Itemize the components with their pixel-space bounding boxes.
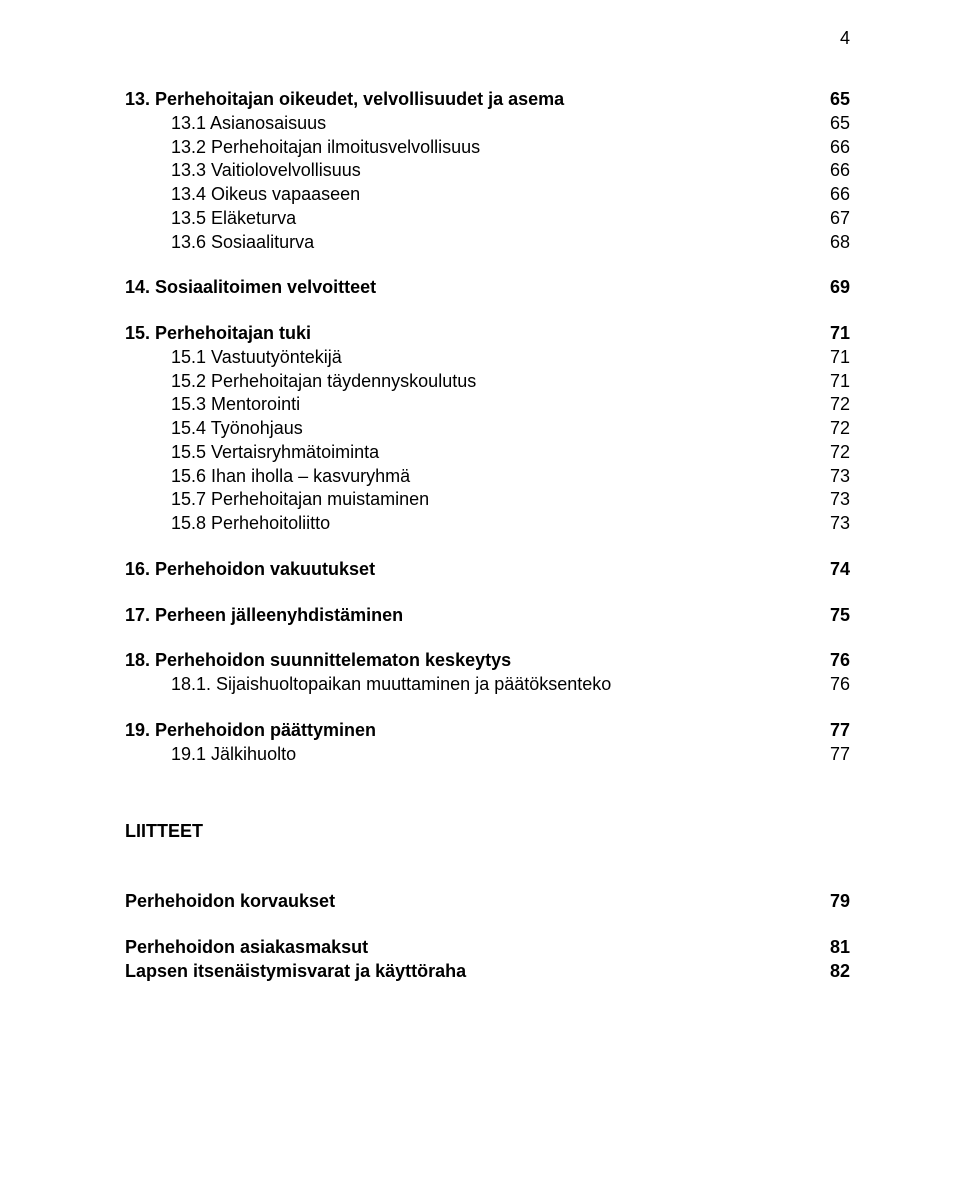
toc-label: 13.5 Eläketurva: [125, 207, 804, 231]
toc-label: 15.3 Mentorointi: [125, 393, 804, 417]
toc-label: 15.4 Työnohjaus: [125, 417, 804, 441]
toc-row: 14. Sosiaalitoimen velvoitteet69: [125, 276, 850, 300]
toc-label: 13. Perhehoitajan oikeudet, velvollisuud…: [125, 88, 804, 112]
toc-label: 15.7 Perhehoitajan muistaminen: [125, 488, 804, 512]
toc-label: 18. Perhehoidon suunnittelematon keskeyt…: [125, 649, 804, 673]
toc-row: 13.1 Asianosaisuus65: [125, 112, 850, 136]
attachment-page-num: 79: [804, 890, 850, 914]
toc-block: 17. Perheen jälleenyhdistäminen75: [125, 604, 850, 628]
toc-block: 16. Perhehoidon vakuutukset74: [125, 558, 850, 582]
attachment-label: Lapsen itsenäistymisvarat ja käyttöraha: [125, 960, 804, 984]
toc-page-num: 69: [804, 276, 850, 300]
toc-page-num: 72: [804, 393, 850, 417]
toc-label: 18.1. Sijaishuoltopaikan muuttaminen ja …: [125, 673, 804, 697]
toc-page-num: 67: [804, 207, 850, 231]
toc-row: 13.3 Vaitiolovelvollisuus66: [125, 159, 850, 183]
attachment-page-num: 82: [804, 960, 850, 984]
toc-page-num: 73: [804, 488, 850, 512]
toc-page-num: 76: [804, 673, 850, 697]
toc-page-num: 65: [804, 112, 850, 136]
attachment-row: Perhehoidon korvaukset79: [125, 890, 850, 914]
toc-label: 15.8 Perhehoitoliitto: [125, 512, 804, 536]
toc-row: 18. Perhehoidon suunnittelematon keskeyt…: [125, 649, 850, 673]
toc-block: 19. Perhehoidon päättyminen7719.1 Jälkih…: [125, 719, 850, 767]
toc-page-num: 66: [804, 183, 850, 207]
toc-block: 14. Sosiaalitoimen velvoitteet69: [125, 276, 850, 300]
toc-row: 19. Perhehoidon päättyminen77: [125, 719, 850, 743]
toc-row: 19.1 Jälkihuolto77: [125, 743, 850, 767]
attachment-label: Perhehoidon korvaukset: [125, 890, 804, 914]
toc-label: 16. Perhehoidon vakuutukset: [125, 558, 804, 582]
toc-page-num: 75: [804, 604, 850, 628]
toc-row: 15. Perhehoitajan tuki71: [125, 322, 850, 346]
toc-row: 17. Perheen jälleenyhdistäminen75: [125, 604, 850, 628]
toc-row: 13.5 Eläketurva67: [125, 207, 850, 231]
attachment-row: Perhehoidon asiakasmaksut81: [125, 936, 850, 960]
toc-label: 15.1 Vastuutyöntekijä: [125, 346, 804, 370]
toc-block: 13. Perhehoitajan oikeudet, velvollisuud…: [125, 88, 850, 254]
attachments-section: LIITTEETPerhehoidon korvaukset79Perhehoi…: [125, 820, 850, 983]
attachment-row: Lapsen itsenäistymisvarat ja käyttöraha8…: [125, 960, 850, 984]
toc-label: 13.6 Sosiaaliturva: [125, 231, 804, 255]
toc-label: 19.1 Jälkihuolto: [125, 743, 804, 767]
toc-row: 15.6 Ihan iholla – kasvuryhmä73: [125, 465, 850, 489]
toc-page-num: 65: [804, 88, 850, 112]
toc-page-num: 73: [804, 512, 850, 536]
toc-row: 13.4 Oikeus vapaaseen66: [125, 183, 850, 207]
attachment-page-num: 81: [804, 936, 850, 960]
toc-page-num: 71: [804, 370, 850, 394]
toc-label: 15.5 Vertaisryhmätoiminta: [125, 441, 804, 465]
toc-label: 13.1 Asianosaisuus: [125, 112, 804, 136]
toc-row: 13.6 Sosiaaliturva68: [125, 231, 850, 255]
toc-label: 15.2 Perhehoitajan täydennyskoulutus: [125, 370, 804, 394]
toc-block: 18. Perhehoidon suunnittelematon keskeyt…: [125, 649, 850, 697]
attachments-title: LIITTEET: [125, 820, 850, 844]
toc-row: 13. Perhehoitajan oikeudet, velvollisuud…: [125, 88, 850, 112]
toc-page-num: 74: [804, 558, 850, 582]
toc-row: 15.2 Perhehoitajan täydennyskoulutus71: [125, 370, 850, 394]
toc-page-num: 66: [804, 136, 850, 160]
toc-row: 16. Perhehoidon vakuutukset74: [125, 558, 850, 582]
toc-page-num: 71: [804, 346, 850, 370]
toc-label: 13.4 Oikeus vapaaseen: [125, 183, 804, 207]
toc-page-num: 71: [804, 322, 850, 346]
toc-label: 15. Perhehoitajan tuki: [125, 322, 804, 346]
toc-label: 13.3 Vaitiolovelvollisuus: [125, 159, 804, 183]
table-of-contents: 13. Perhehoitajan oikeudet, velvollisuud…: [125, 88, 850, 983]
toc-label: 19. Perhehoidon päättyminen: [125, 719, 804, 743]
toc-label: 17. Perheen jälleenyhdistäminen: [125, 604, 804, 628]
toc-label: 14. Sosiaalitoimen velvoitteet: [125, 276, 804, 300]
toc-row: 15.4 Työnohjaus72: [125, 417, 850, 441]
toc-page-num: 73: [804, 465, 850, 489]
spacer: [125, 914, 850, 936]
toc-row: 15.5 Vertaisryhmätoiminta72: [125, 441, 850, 465]
page-number: 4: [840, 28, 850, 49]
toc-label: 13.2 Perhehoitajan ilmoitusvelvollisuus: [125, 136, 804, 160]
page: 4 13. Perhehoitajan oikeudet, velvollisu…: [0, 0, 960, 1182]
toc-row: 15.3 Mentorointi72: [125, 393, 850, 417]
toc-row: 15.1 Vastuutyöntekijä71: [125, 346, 850, 370]
toc-row: 18.1. Sijaishuoltopaikan muuttaminen ja …: [125, 673, 850, 697]
toc-row: 15.8 Perhehoitoliitto73: [125, 512, 850, 536]
toc-page-num: 76: [804, 649, 850, 673]
attachment-label: Perhehoidon asiakasmaksut: [125, 936, 804, 960]
toc-page-num: 68: [804, 231, 850, 255]
toc-page-num: 77: [804, 743, 850, 767]
toc-label: 15.6 Ihan iholla – kasvuryhmä: [125, 465, 804, 489]
toc-page-num: 72: [804, 417, 850, 441]
toc-row: 13.2 Perhehoitajan ilmoitusvelvollisuus6…: [125, 136, 850, 160]
toc-block: 15. Perhehoitajan tuki7115.1 Vastuutyönt…: [125, 322, 850, 536]
toc-row: 15.7 Perhehoitajan muistaminen73: [125, 488, 850, 512]
toc-page-num: 72: [804, 441, 850, 465]
toc-page-num: 77: [804, 719, 850, 743]
toc-page-num: 66: [804, 159, 850, 183]
